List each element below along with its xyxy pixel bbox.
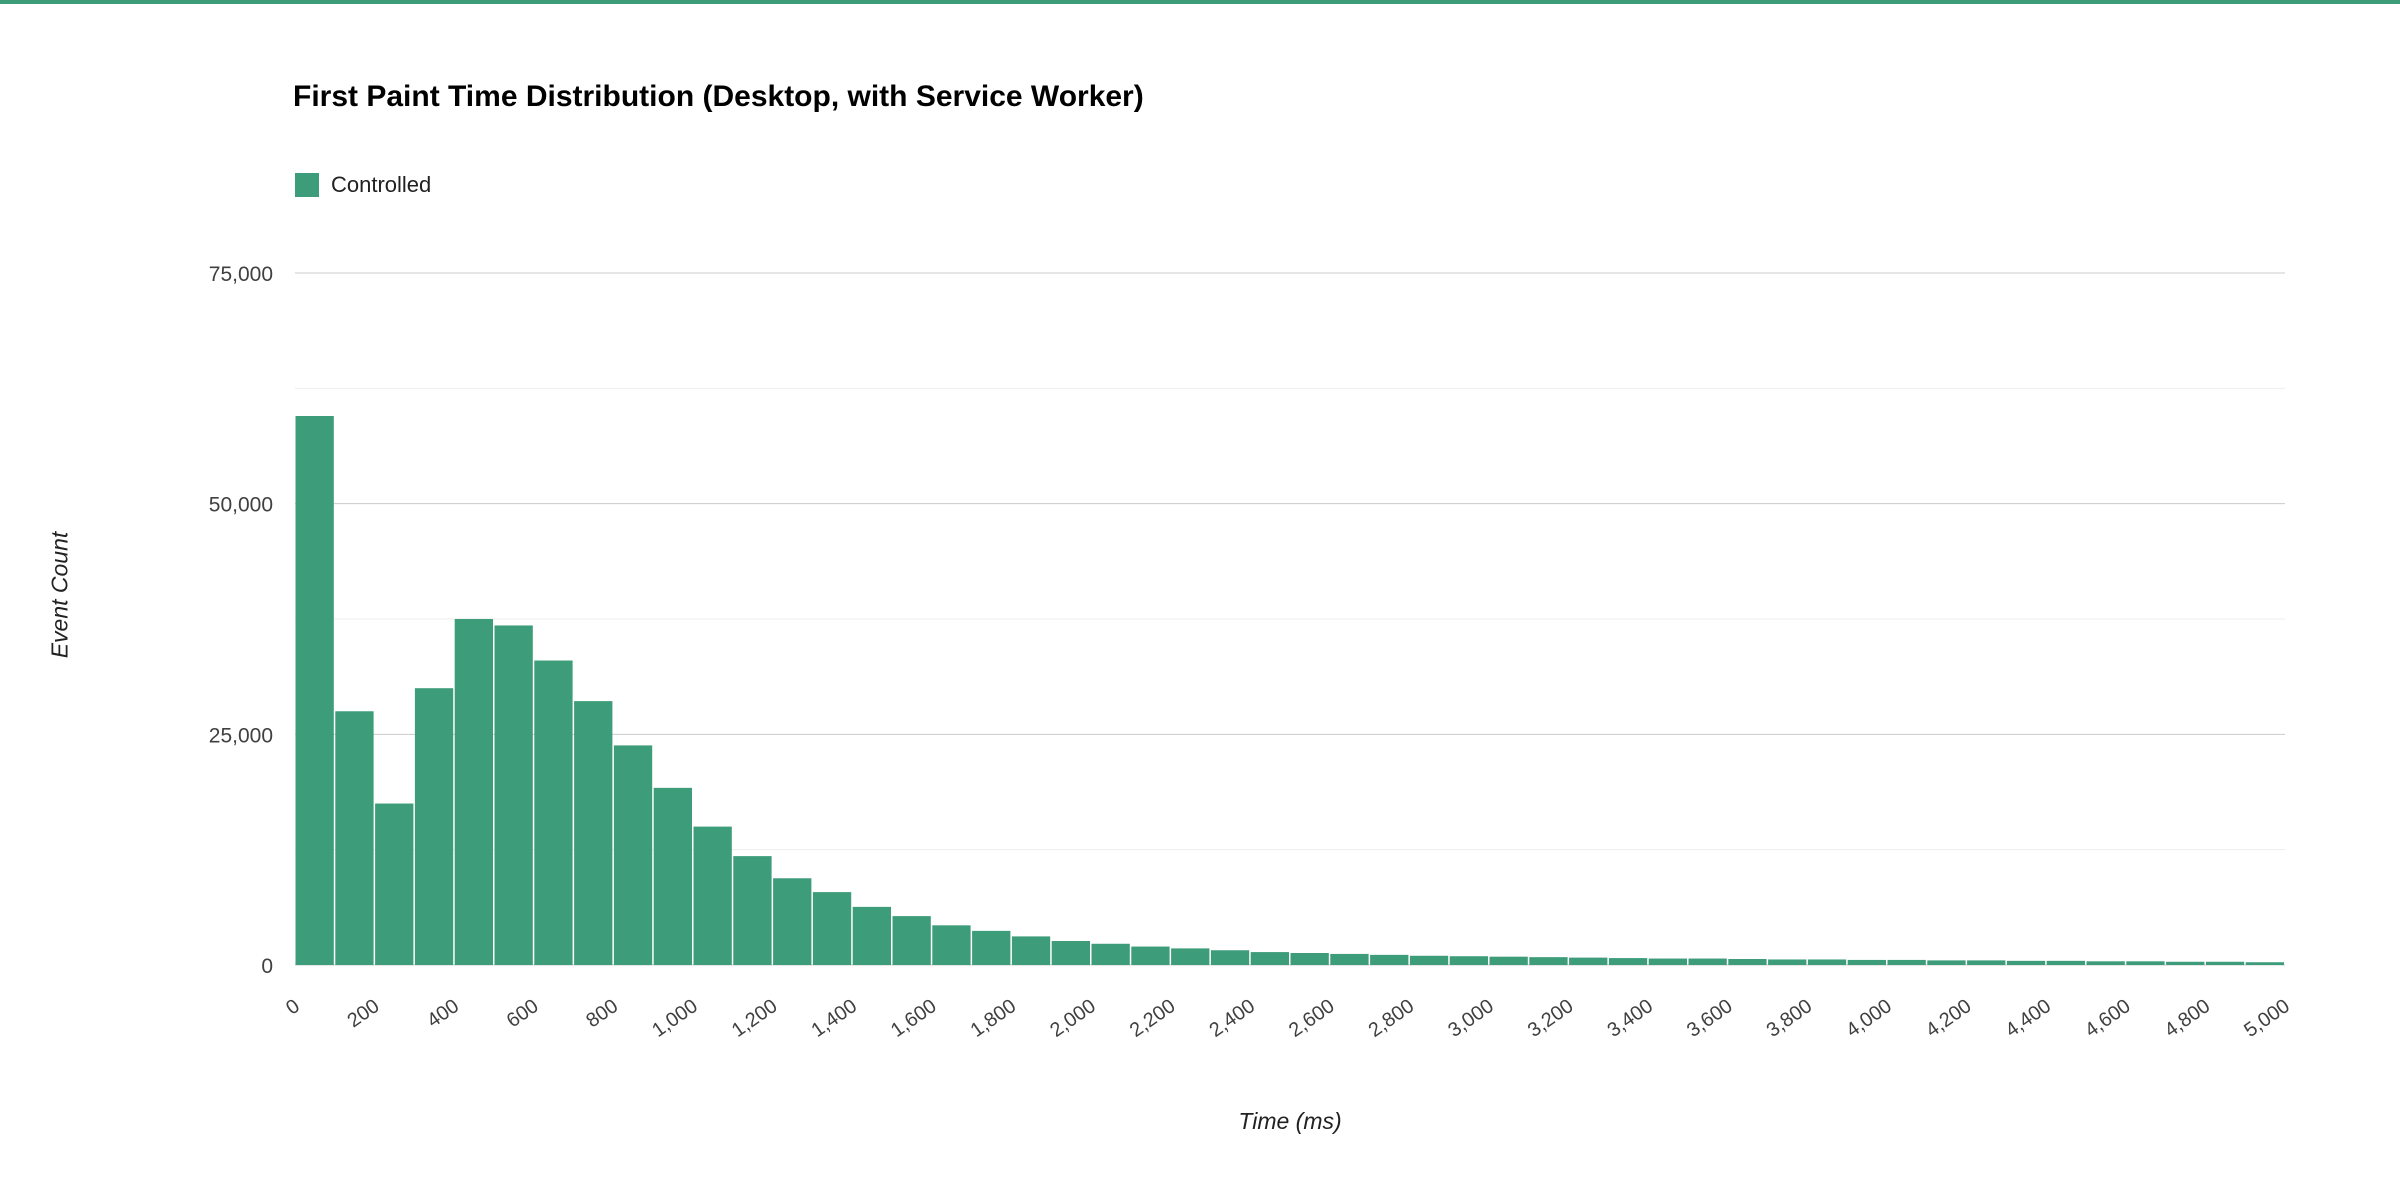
histogram-bar[interactable]	[613, 745, 653, 965]
x-tick-label: 2,800	[1365, 995, 1419, 1042]
x-tick-label: 800	[582, 995, 622, 1032]
histogram-bar[interactable]	[1091, 943, 1130, 965]
chart-title: First Paint Time Distribution (Desktop, …	[293, 80, 1144, 113]
x-tick-label: 4,400	[2001, 995, 2055, 1042]
x-tick-label: 3,800	[1763, 995, 1817, 1042]
x-tick-label: 200	[344, 995, 384, 1032]
x-tick-label: 4,800	[2161, 995, 2215, 1042]
histogram-bar[interactable]	[1569, 957, 1608, 965]
x-tick-label: 1,800	[967, 995, 1021, 1042]
x-tick-label: 2,400	[1205, 995, 1259, 1042]
histogram-bar[interactable]	[1927, 960, 1966, 965]
legend: Controlled	[295, 172, 431, 198]
histogram-bar[interactable]	[2086, 961, 2125, 965]
histogram-bar[interactable]	[852, 906, 891, 965]
histogram-bar[interactable]	[1051, 941, 1090, 965]
top-border-accent	[0, 0, 2400, 4]
x-tick-label: 2,600	[1285, 995, 1339, 1042]
x-tick-label: 2,000	[1046, 995, 1100, 1042]
x-tick-label: 3,400	[1603, 995, 1657, 1042]
histogram-bar[interactable]	[1330, 953, 1369, 965]
histogram-bar[interactable]	[1529, 957, 1568, 965]
x-tick-label: 4,000	[1842, 995, 1896, 1042]
histogram-bar[interactable]	[1967, 960, 2006, 965]
histogram-bar[interactable]	[375, 803, 414, 965]
legend-swatch-controlled	[295, 173, 319, 197]
y-tick-label: 50,000	[209, 494, 273, 517]
histogram-bar[interactable]	[1370, 954, 1409, 965]
x-tick-label: 5,000	[2240, 995, 2294, 1042]
x-tick-label: 4,200	[1922, 995, 1976, 1042]
x-tick-label: 0	[282, 995, 304, 1019]
histogram-bar[interactable]	[773, 878, 812, 965]
histogram-bar[interactable]	[574, 701, 613, 965]
histogram-bar[interactable]	[454, 619, 493, 965]
x-tick-label: 2,200	[1126, 995, 1180, 1042]
histogram-bar[interactable]	[2245, 962, 2284, 965]
x-tick-label: 3,200	[1524, 995, 1578, 1042]
histogram-bar[interactable]	[1728, 959, 1767, 965]
histogram-bar[interactable]	[1409, 955, 1449, 965]
x-tick-label: 1,200	[728, 995, 782, 1042]
histogram-bar[interactable]	[1608, 958, 1648, 965]
histogram-bar[interactable]	[295, 416, 334, 966]
histogram-bar[interactable]	[2046, 960, 2085, 965]
x-tick-label: 4,600	[2081, 995, 2135, 1042]
y-tick-label: 75,000	[209, 263, 273, 286]
histogram-bar[interactable]	[2006, 960, 2046, 965]
legend-label-controlled: Controlled	[331, 172, 432, 197]
x-axis-title: Time (ms)	[1238, 1108, 1342, 1134]
histogram-bar[interactable]	[892, 916, 931, 965]
histogram-bar[interactable]	[1210, 950, 1250, 965]
histogram-bar[interactable]	[1250, 952, 1289, 965]
x-tick-label: 1,400	[807, 995, 861, 1042]
histogram-bar[interactable]	[2205, 961, 2245, 965]
histogram-bar[interactable]	[1648, 958, 1687, 965]
histogram-bar[interactable]	[1887, 959, 1926, 965]
histogram-bar[interactable]	[1807, 959, 1847, 965]
histogram-bar[interactable]	[414, 688, 454, 965]
histogram-bar[interactable]	[2166, 961, 2205, 965]
histogram-bar[interactable]	[1011, 936, 1051, 965]
y-tick-label: 25,000	[209, 724, 273, 747]
x-tick-label: 1,600	[887, 995, 941, 1042]
histogram-bar[interactable]	[733, 856, 772, 965]
histogram-bar[interactable]	[1290, 953, 1329, 965]
histogram-bar[interactable]	[653, 787, 692, 965]
x-tick-label: 3,000	[1444, 995, 1498, 1042]
x-tick-label: 600	[503, 995, 543, 1032]
histogram-bar[interactable]	[1768, 959, 1807, 965]
x-tick-label: 400	[423, 995, 463, 1032]
x-tick-label: 3,600	[1683, 995, 1737, 1042]
histogram-bar[interactable]	[972, 930, 1011, 965]
histogram-bar[interactable]	[1131, 946, 1170, 965]
histogram-bar[interactable]	[2126, 961, 2165, 965]
histogram-bar[interactable]	[693, 826, 732, 965]
histogram-bar[interactable]	[534, 660, 573, 965]
histogram-bar[interactable]	[494, 625, 533, 965]
histogram-bar[interactable]	[1171, 948, 1210, 965]
x-tick-label: 1,000	[648, 995, 702, 1042]
y-tick-label: 0	[261, 955, 273, 978]
histogram-bar[interactable]	[812, 892, 852, 965]
histogram-bar[interactable]	[1688, 958, 1727, 965]
histogram-bar[interactable]	[1489, 956, 1528, 965]
histogram-bar[interactable]	[1847, 959, 1886, 965]
histogram-bar[interactable]	[335, 711, 374, 965]
histogram-bar[interactable]	[932, 925, 971, 965]
histogram-bar[interactable]	[1449, 956, 1488, 965]
